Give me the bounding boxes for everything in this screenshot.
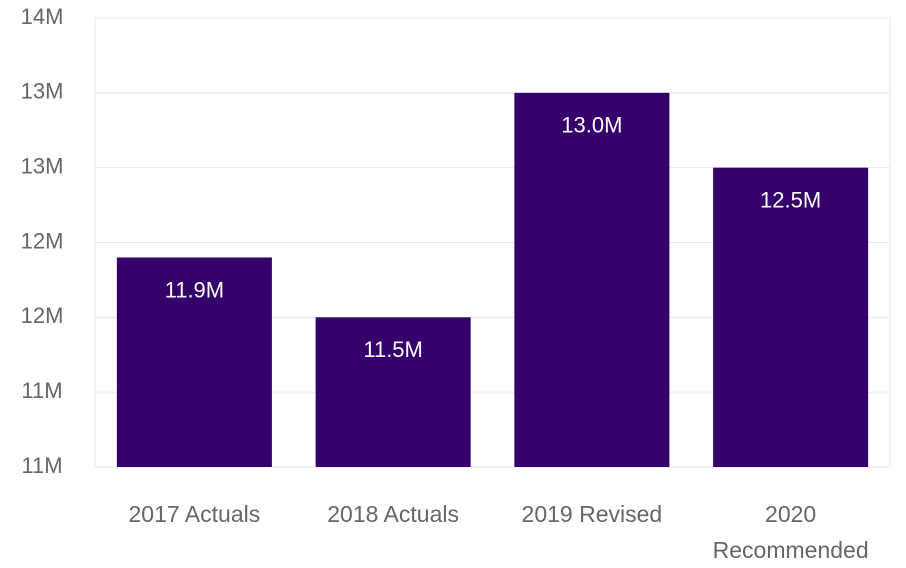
value-label: 11.9M: [165, 277, 225, 302]
x-tick-label: 2018 Actuals: [327, 501, 459, 527]
y-tick-label: 14M: [21, 4, 64, 29]
y-tick-label: 11M: [21, 378, 62, 403]
y-tick-label: 13M: [21, 79, 64, 104]
y-tick-label: 12M: [21, 303, 64, 328]
y-tick-label: 13M: [21, 153, 64, 178]
x-tick-label: 2017 Actuals: [128, 501, 261, 527]
bar: [315, 317, 471, 467]
bar: [514, 92, 670, 467]
y-tick-label: 12M: [21, 228, 64, 253]
value-label: 12.5M: [760, 187, 821, 212]
x-tick-label: 2020 Recommended: [712, 501, 869, 563]
value-label: 13.0M: [561, 113, 622, 138]
bar: [116, 257, 272, 467]
bar: [713, 167, 869, 467]
x-tick-label: 2019 Revised: [521, 501, 663, 527]
y-tick-label: 11M: [21, 453, 62, 478]
value-label: 11.5M: [363, 337, 423, 362]
